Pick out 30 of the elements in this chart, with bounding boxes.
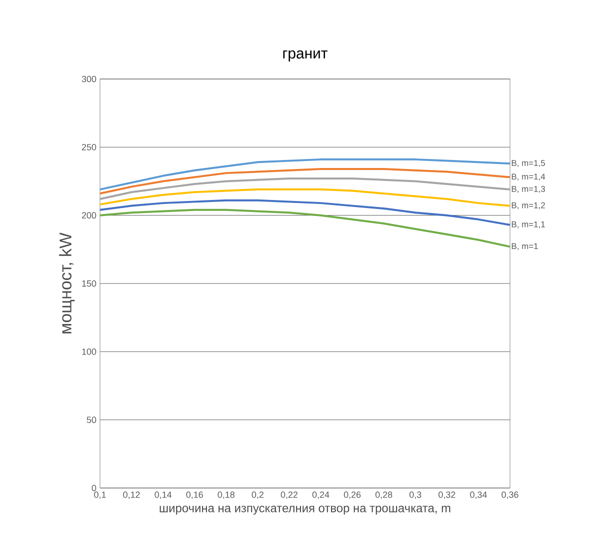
series-label: B, m=1 bbox=[512, 243, 538, 250]
x-tick-label: 0,14 bbox=[154, 492, 172, 499]
y-tick-label: 200 bbox=[82, 212, 96, 219]
series-label: B, m=1,4 bbox=[512, 174, 546, 181]
x-tick-label: 0,32 bbox=[438, 492, 456, 499]
y-tick-label: 300 bbox=[82, 76, 96, 82]
x-tick-label: 0,36 bbox=[502, 492, 518, 499]
y-tick-label: 100 bbox=[82, 348, 96, 355]
x-tick-label: 0,34 bbox=[470, 492, 487, 499]
x-tick-label: 0,1 bbox=[94, 492, 106, 499]
x-tick-label: 0,12 bbox=[123, 492, 140, 499]
y-tick-label: 150 bbox=[82, 280, 96, 287]
series-label: B, m=1,5 bbox=[512, 160, 545, 167]
y-axis-title: мощност, kW bbox=[59, 232, 75, 334]
y-tick-label: 250 bbox=[82, 144, 96, 150]
series-label: B, m=1,3 bbox=[512, 186, 545, 193]
x-tick-label: 0,3 bbox=[410, 492, 422, 499]
x-tick-label: 0,16 bbox=[186, 492, 203, 499]
y-tick-label: 50 bbox=[86, 416, 96, 424]
x-tick-label: 0,22 bbox=[280, 492, 298, 499]
y-tick-label: 0 bbox=[92, 484, 96, 492]
x-tick-label: 0,18 bbox=[218, 492, 234, 499]
x-tick-label: 0,24 bbox=[312, 492, 330, 499]
x-axis-title: широчина на изпускателния отвор на трошачката, m bbox=[160, 506, 450, 515]
series-label: B, m=1,1 bbox=[512, 221, 545, 228]
chart-title: гранит bbox=[283, 50, 328, 62]
x-tick-label: 0,28 bbox=[375, 492, 392, 499]
x-tick-label: 0,26 bbox=[344, 492, 361, 499]
series-label: B, m=1,2 bbox=[512, 202, 545, 210]
x-tick-label: 0,2 bbox=[252, 492, 264, 499]
